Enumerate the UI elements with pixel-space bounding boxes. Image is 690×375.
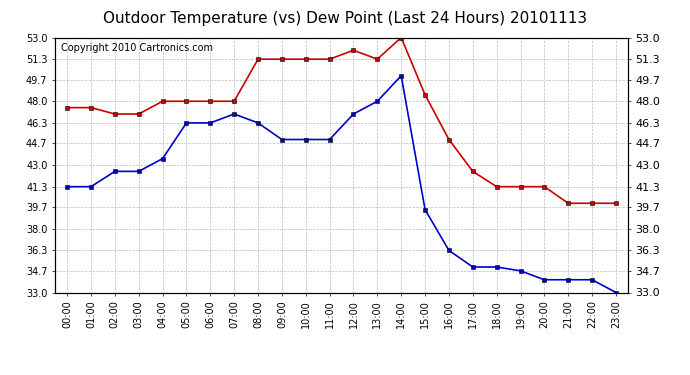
Text: Outdoor Temperature (vs) Dew Point (Last 24 Hours) 20101113: Outdoor Temperature (vs) Dew Point (Last… <box>103 11 587 26</box>
Text: Copyright 2010 Cartronics.com: Copyright 2010 Cartronics.com <box>61 43 213 52</box>
